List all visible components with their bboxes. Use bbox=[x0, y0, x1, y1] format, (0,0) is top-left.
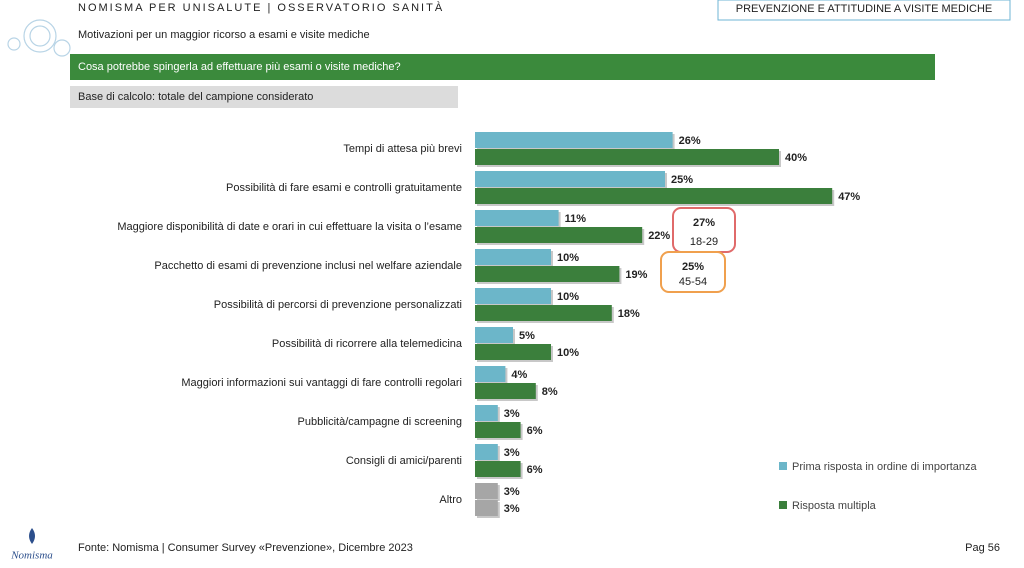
bar bbox=[475, 344, 551, 360]
section: PREVENZIONE E ATTITUDINE A VISITE MEDICH… bbox=[736, 3, 993, 15]
value-label: 6% bbox=[527, 464, 543, 476]
value-label: 22% bbox=[648, 230, 670, 242]
value-label: 3% bbox=[504, 486, 520, 498]
question-band bbox=[70, 54, 935, 80]
bar bbox=[475, 383, 536, 399]
bar bbox=[475, 149, 779, 165]
bar bbox=[475, 461, 521, 477]
bar bbox=[475, 266, 620, 282]
bar bbox=[475, 227, 643, 243]
bar bbox=[475, 444, 498, 460]
logo: Nomisma bbox=[10, 550, 53, 562]
callout-box bbox=[660, 251, 726, 293]
section-box bbox=[717, 0, 1011, 21]
value-label: 25% bbox=[671, 174, 693, 186]
chart: Tempi di attesa più brevi 26% 40% Possibili… bbox=[117, 132, 978, 518]
decor-circles bbox=[7, 19, 71, 57]
category-label: Possibilità di percorsi di prevenzione p… bbox=[214, 299, 462, 311]
value-label: 4% bbox=[511, 369, 527, 381]
value-label: 3% bbox=[504, 408, 520, 420]
base: Base di calcolo: totale del campione con… bbox=[78, 91, 313, 103]
bar bbox=[475, 422, 521, 438]
value-label: 10% bbox=[557, 291, 579, 303]
bar bbox=[475, 500, 498, 516]
category-label: Altro bbox=[439, 494, 462, 506]
value-label: 40% bbox=[785, 152, 807, 164]
value-label: 8% bbox=[542, 386, 558, 398]
page-number: Pag 56 bbox=[965, 542, 1000, 554]
category-label: Possibilità di fare esami e controlli gr… bbox=[226, 182, 462, 194]
bar bbox=[475, 305, 612, 321]
callout-note: 45-54 bbox=[679, 276, 707, 288]
kicker: NOMISMA PER UNISALUTE | OSSERVATORIO SAN… bbox=[78, 1, 444, 14]
value-label: 47% bbox=[838, 191, 860, 203]
category-label: Maggiore disponibilità di date e orari i… bbox=[117, 221, 462, 233]
bar bbox=[475, 249, 551, 265]
value-label: 3% bbox=[504, 503, 520, 515]
bar bbox=[475, 288, 551, 304]
title: Motivazioni per un maggior ricorso a esa… bbox=[78, 29, 370, 41]
source: Fonte: Nomisma | Consumer Survey «Preven… bbox=[78, 542, 413, 554]
value-label: 6% bbox=[527, 425, 543, 437]
value-label: 11% bbox=[565, 213, 587, 225]
callout-value: 27% bbox=[693, 217, 715, 229]
value-label: 3% bbox=[504, 447, 520, 459]
bar bbox=[475, 210, 559, 226]
bar bbox=[475, 132, 673, 148]
callout-note: 18-29 bbox=[690, 236, 718, 248]
value-label: 5% bbox=[519, 330, 535, 342]
bar bbox=[475, 483, 498, 499]
bar bbox=[475, 171, 665, 187]
category-label: Pubblicità/campagne di screening bbox=[298, 416, 463, 428]
callout-value: 25% bbox=[682, 261, 704, 273]
base-box bbox=[70, 86, 458, 108]
value-label: 10% bbox=[557, 347, 579, 359]
category-label: Maggiori informazioni sui vantaggi di fa… bbox=[181, 377, 462, 389]
category-label: Possibilità di ricorrere alla telemedici… bbox=[272, 338, 463, 350]
legend-label: Risposta multipla bbox=[792, 500, 877, 512]
value-label: 10% bbox=[557, 252, 579, 264]
bar bbox=[475, 405, 498, 421]
value-label: 19% bbox=[625, 269, 647, 281]
logo-mark bbox=[29, 528, 35, 544]
category-label: Pacchetto di esami di prevenzione inclus… bbox=[154, 260, 462, 272]
legend-swatch bbox=[779, 501, 787, 509]
category-label: Tempi di attesa più brevi bbox=[343, 143, 462, 155]
question: Cosa potrebbe spingerla ad effettuare pi… bbox=[78, 61, 401, 73]
value-label: 26% bbox=[679, 135, 701, 147]
value-label: 18% bbox=[618, 308, 640, 320]
legend-label: Prima risposta in ordine di importanza bbox=[792, 461, 978, 473]
bar bbox=[475, 366, 506, 382]
legend-swatch bbox=[779, 462, 787, 470]
bar bbox=[475, 188, 833, 204]
bar bbox=[475, 327, 513, 343]
category-label: Consigli di amici/parenti bbox=[346, 455, 462, 467]
